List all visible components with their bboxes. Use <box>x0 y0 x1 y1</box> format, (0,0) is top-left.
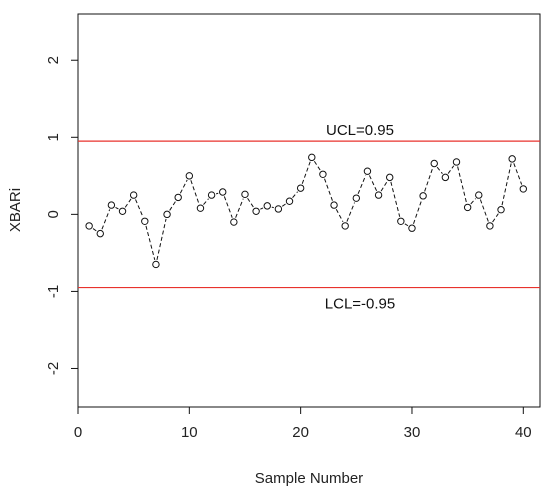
data-point <box>341 222 349 230</box>
data-point <box>274 205 283 213</box>
series-segment <box>223 196 233 218</box>
series-segment <box>447 165 455 174</box>
data-point <box>118 207 127 215</box>
data-point <box>463 203 472 212</box>
data-point <box>308 153 316 162</box>
y-tick-label: 2 <box>45 56 62 64</box>
data-point <box>296 184 305 192</box>
series-segment <box>457 166 468 203</box>
x-axis: 0 10 20 30 40 <box>74 407 532 441</box>
series-segment <box>346 202 356 222</box>
series-segment <box>156 218 167 260</box>
series-segment <box>380 181 388 192</box>
series-segment <box>335 209 344 223</box>
data-point <box>508 155 516 163</box>
data-point <box>441 173 450 182</box>
series-segment <box>145 225 156 261</box>
data-point <box>174 193 182 202</box>
series-segment <box>301 161 311 184</box>
series-segment <box>513 163 523 185</box>
data-point <box>374 191 383 199</box>
y-axis-title: XBARi <box>7 188 24 232</box>
data-point <box>219 188 227 196</box>
data-point <box>330 201 338 209</box>
x-axis-title: Sample Number <box>255 470 363 487</box>
data-point <box>352 194 361 202</box>
series-segment <box>470 198 476 205</box>
x-tick-label: 20 <box>292 424 309 441</box>
series-segment <box>292 191 298 198</box>
series-segment <box>436 166 443 175</box>
series-segment <box>179 179 188 194</box>
data-point <box>519 185 528 193</box>
limit-label-0: UCL=0.95 <box>326 122 394 139</box>
series-segment <box>368 175 378 192</box>
y-tick-label: 1 <box>45 133 62 141</box>
series-segment <box>190 180 200 204</box>
series-segment <box>247 197 254 208</box>
series-segment <box>479 199 489 222</box>
data-point <box>486 222 494 230</box>
series-segment <box>203 198 209 205</box>
data-point <box>96 229 104 238</box>
data-point <box>263 202 271 210</box>
series-segment <box>357 175 367 195</box>
series-segment <box>324 178 333 201</box>
x-tick-label: 30 <box>404 424 421 441</box>
data-point <box>196 204 205 212</box>
y-tick-label: 0 <box>45 210 62 218</box>
data-point <box>230 218 238 226</box>
series-segment <box>424 167 434 192</box>
data-point <box>475 191 483 199</box>
data-point <box>152 260 160 269</box>
data-point <box>430 159 438 168</box>
series-segment <box>313 160 321 171</box>
data-point <box>85 222 93 230</box>
y-axis: -2 -1 0 1 2 <box>45 56 78 375</box>
series-segment <box>135 199 144 218</box>
data-point <box>397 217 405 225</box>
series-segment <box>390 181 401 217</box>
x-tick-label: 0 <box>74 424 82 441</box>
series-segment <box>281 203 286 207</box>
data-series <box>85 153 528 269</box>
series-segment <box>235 198 244 218</box>
series-segment <box>124 198 132 208</box>
series-segment <box>101 209 111 230</box>
series-segment <box>492 213 499 223</box>
data-point <box>319 170 327 178</box>
data-point <box>386 173 394 182</box>
data-point <box>185 172 194 180</box>
data-point <box>252 207 260 215</box>
data-point <box>207 191 216 199</box>
plot-frame <box>77 13 541 408</box>
data-point <box>363 167 372 175</box>
data-point <box>107 201 116 209</box>
series-segment <box>115 206 119 210</box>
series-segment <box>413 200 423 224</box>
x-tick-label: 10 <box>181 424 198 441</box>
series-segment <box>215 192 219 195</box>
control-limits: UCL=0.95 LCL=-0.95 <box>78 122 540 313</box>
x-tick-label: 40 <box>515 424 532 441</box>
series-segment <box>271 206 274 209</box>
data-point <box>419 192 427 200</box>
series-segment <box>404 223 409 227</box>
series-segment <box>92 228 97 232</box>
series-segment <box>501 163 512 206</box>
data-point <box>163 210 171 219</box>
data-point <box>129 191 138 199</box>
data-point <box>408 224 416 232</box>
limit-label-1: LCL=-0.95 <box>325 296 395 313</box>
data-point <box>285 197 294 205</box>
data-point <box>241 190 249 199</box>
y-tick-label: -2 <box>45 362 62 375</box>
series-segment <box>260 207 264 210</box>
data-point <box>141 217 149 225</box>
data-point <box>452 158 461 166</box>
series-segment <box>169 201 177 211</box>
y-tick-label: -1 <box>45 285 62 298</box>
data-point <box>497 206 505 214</box>
